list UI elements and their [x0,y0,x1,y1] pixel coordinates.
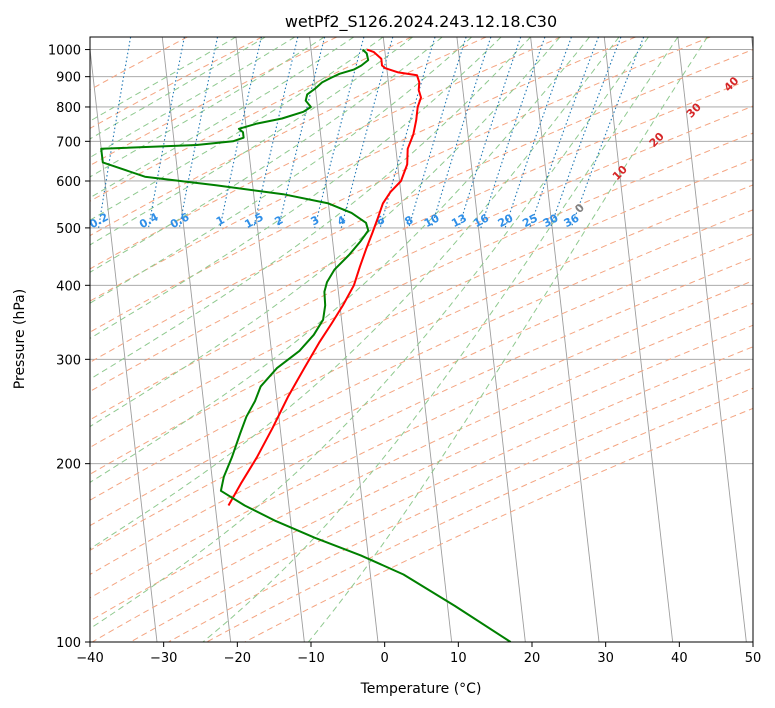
isotherm-line [90,45,158,642]
dry-adiabat [90,37,263,129]
x-tick-label: 30 [597,651,614,666]
dry-adiabat [90,209,753,527]
mixing-ratio-label: 20 [496,211,516,230]
x-axis-label: Temperature (°C) [360,681,482,697]
dry-adiabat [90,37,412,202]
isotherm-line [382,37,453,642]
x-tick-label: 20 [524,651,541,666]
moist-adiabat [90,37,649,630]
y-tick-label: 100 [56,636,81,651]
mixing-ratio-line [340,37,394,229]
isotherm-line [309,37,379,642]
axis-ticks: −40 −30 −20 −10 0 10 20 30 40 50 100 200 300 400 500 60… [48,44,761,666]
mixing-ratio-line [379,37,436,229]
dry-adiabat [90,184,753,501]
moist-adiabat [90,37,561,428]
dewpoint-profile [100,48,512,642]
moist-adiabat [90,37,266,140]
y-axis-label: Pressure (hPa) [12,289,28,389]
dry-adiabat [90,280,753,599]
y-tick-label: 200 [56,458,81,473]
moist-adiabat [90,37,384,221]
x-tick-label: −10 [297,651,324,666]
plot-frame [89,36,754,643]
moist-adiabat [202,37,679,642]
mixing-ratio-line [253,37,299,229]
moist-adiabat [90,37,620,550]
y-tick-label: 900 [56,71,81,86]
mixing-ratio-line [277,37,326,229]
y-tick-label: 600 [56,175,81,190]
x-tick-label: −30 [150,651,177,666]
mixing-ratio-label: 10 [422,211,442,230]
isotherm-line [235,37,305,642]
mixing-ratio-line [549,37,622,229]
y-tick-label: 1000 [48,44,81,59]
moist-adiabat [90,37,531,380]
x-tick-label: 40 [671,651,688,666]
isotherm-line [161,37,232,642]
mixing-ratio-label: 25 [520,211,540,230]
x-tick-label: −20 [224,651,251,666]
mixing-ratio-line [147,37,185,228]
y-tick-label: 400 [56,279,81,294]
plot-area: 0.10.20.40.611.52346810131620253036-100-… [90,37,753,642]
dry-adiabat [90,257,753,576]
y-tick-label: 700 [56,135,81,150]
dry-adiabat [90,37,636,302]
isotherm-line [603,37,674,642]
moist-adiabat [90,37,413,246]
moist-adiabat [90,37,237,122]
dry-adiabat [130,346,753,642]
mixing-ratio-line [178,37,219,228]
mixing-ratio-line [480,37,546,229]
dry-adiabat [90,37,562,270]
x-tick-label: 10 [450,651,467,666]
isotherm-line [456,37,526,642]
mixing-ratio-line [504,37,572,229]
moist-adiabat [90,37,296,158]
dry-adiabat [90,37,338,167]
mixing-ratio-label: 13 [449,211,469,230]
mixing-ratio-line [219,37,262,229]
mixing-ratio-line [314,37,365,229]
y-tick-label: 800 [56,101,81,116]
mixing-ratio-label: 16 [471,211,491,230]
chart-title: wetPf2_S126.2024.243.12.18.C30 [285,12,557,32]
mixing-ratio-line [458,37,522,229]
moist-adiabat [90,37,502,339]
mixing-ratio-label: 36 [562,211,582,230]
dry-adiabat [90,37,711,333]
x-tick-label: 50 [745,651,762,666]
y-tick-label: 300 [56,353,81,368]
x-tick-label: 0 [381,651,389,666]
isotherm-line [677,37,747,642]
mixing-ratio-line [430,37,492,229]
moist-adiabat [90,37,590,483]
dry-adiabat [90,105,753,421]
dry-adiabat [90,49,753,363]
y-tick-label: 500 [56,222,81,237]
mixing-ratio-line [570,37,645,229]
mixing-ratio-line [408,37,467,229]
mixing-ratio-label: 30 [541,211,561,230]
x-tick-label: −40 [76,651,103,666]
dry-adiabat [90,37,487,237]
temperature-profile [227,48,422,506]
moist-adiabat [308,37,708,642]
mixing-ratio-line [529,37,600,229]
